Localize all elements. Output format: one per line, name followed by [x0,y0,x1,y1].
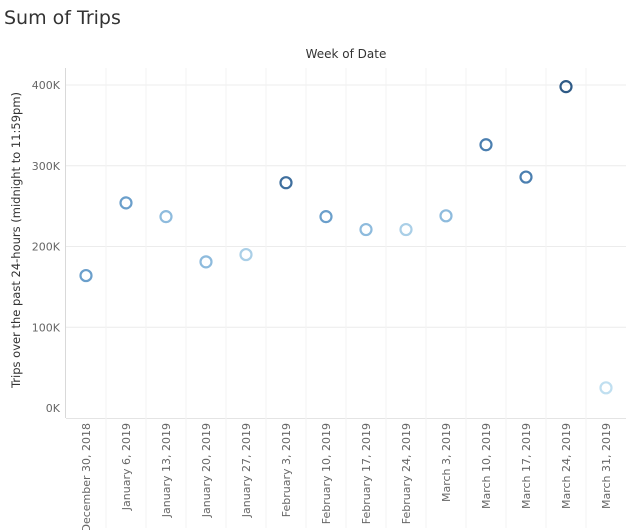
data-point[interactable] [599,381,613,395]
y-axis: 0K 100K 200K 300K 400K [32,68,66,418]
x-tick-label: March 3, 2019 [440,423,453,502]
y-tick-label: 200K [32,241,61,254]
x-tick-label: March 24, 2019 [560,423,573,509]
y-tick-label: 400K [32,79,61,92]
x-tick-label: March 10, 2019 [480,423,493,509]
x-tick-label: December 30, 2018 [80,423,93,530]
x-tick-label: March 17, 2019 [520,423,533,509]
x-tick-label: February 10, 2019 [320,423,333,524]
data-point[interactable] [279,176,293,190]
y-tick-label: 100K [32,321,61,334]
x-tick-label: January 20, 2019 [200,423,213,518]
column-header: Week of Date [306,47,387,61]
y-axis-title: Trips over the past 24-hours (midnight t… [9,92,23,389]
y-tick-label: 300K [32,160,61,173]
data-point[interactable] [559,80,573,94]
data-point[interactable] [239,247,253,262]
data-point[interactable] [479,138,493,152]
data-point[interactable] [199,255,213,269]
column-separators [105,68,587,528]
x-tick-label: January 6, 2019 [120,423,133,511]
data-point[interactable] [319,210,333,224]
data-point[interactable] [519,170,533,184]
data-point[interactable] [79,268,93,283]
x-tick-label: January 13, 2019 [160,423,173,518]
data-point[interactable] [159,210,173,224]
sheet-title: Sum of Trips [4,7,121,29]
y-tick-label: 0K [46,402,61,415]
x-tick-label: February 17, 2019 [360,423,373,524]
data-point[interactable] [359,222,373,237]
data-points [79,80,613,395]
data-point[interactable] [439,209,453,223]
x-tick-label: March 31, 2019 [600,423,613,509]
data-point[interactable] [399,222,413,237]
x-tick-label: February 24, 2019 [400,423,413,524]
x-axis: December 30, 2018 January 6, 2019 January … [80,423,613,530]
x-tick-label: January 27, 2019 [240,423,253,518]
x-tick-label: February 3, 2019 [280,423,293,517]
data-point[interactable] [119,196,133,210]
